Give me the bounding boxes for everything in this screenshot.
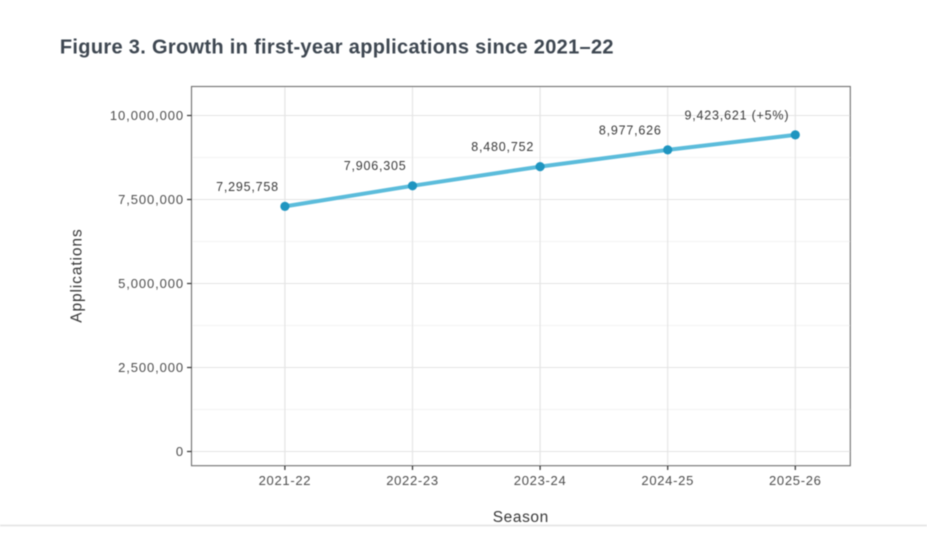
svg-text:8,480,752: 8,480,752 [471, 140, 534, 154]
svg-text:2024-25: 2024-25 [641, 473, 694, 488]
svg-text:10,000,000: 10,000,000 [110, 108, 184, 123]
svg-text:2021-22: 2021-22 [259, 473, 312, 488]
svg-text:7,500,000: 7,500,000 [118, 192, 184, 207]
svg-text:7,906,305: 7,906,305 [344, 159, 407, 173]
svg-text:Figure 3. Growth in first-year: Figure 3. Growth in first-year applicati… [60, 37, 614, 59]
svg-text:7,295,758: 7,295,758 [216, 180, 279, 194]
svg-text:2025-26: 2025-26 [769, 473, 822, 488]
svg-text:9,423,621 (+5%): 9,423,621 (+5%) [685, 108, 790, 122]
svg-text:8,977,626: 8,977,626 [599, 123, 662, 137]
svg-text:Season: Season [493, 509, 549, 526]
svg-text:2,500,000: 2,500,000 [118, 360, 184, 375]
svg-text:0: 0 [176, 444, 184, 459]
svg-text:5,000,000: 5,000,000 [118, 276, 184, 291]
svg-text:Applications: Applications [69, 228, 86, 322]
svg-text:2022-23: 2022-23 [386, 473, 439, 488]
svg-text:2023-24: 2023-24 [514, 473, 567, 488]
